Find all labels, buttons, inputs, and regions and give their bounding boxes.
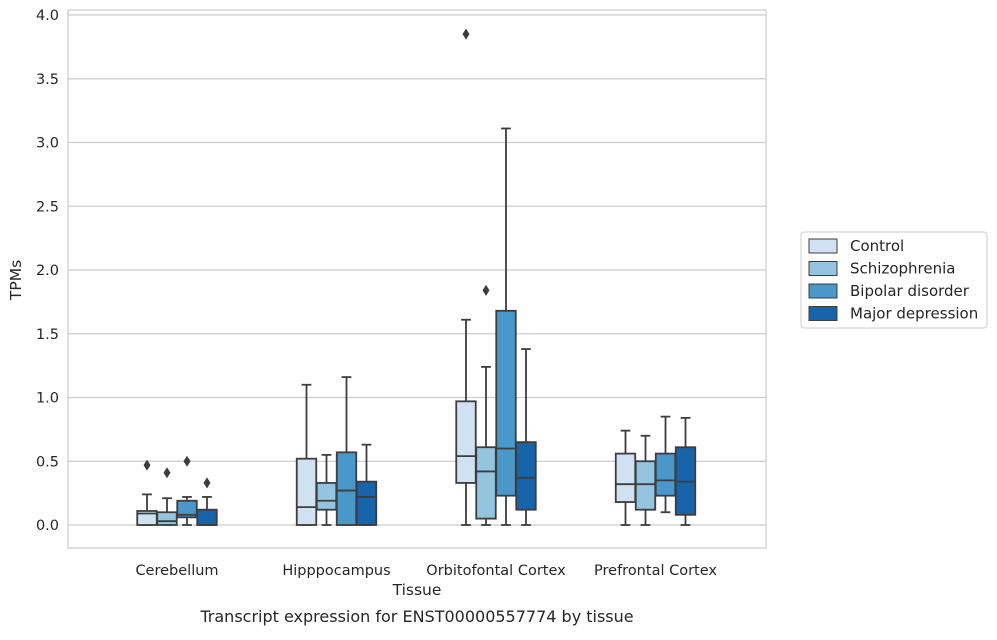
outlier-point [482, 284, 490, 296]
iqr-box [654, 452, 677, 497]
legend-swatch [808, 261, 838, 276]
plot-frame [67, 9, 767, 549]
iqr-box [515, 441, 537, 511]
box-group [654, 415, 677, 514]
outlier-point [163, 467, 171, 479]
iqr-box [335, 451, 358, 526]
iqr-box [614, 452, 637, 503]
legend-swatch [808, 238, 838, 254]
x-tick-label: Cerebellum [135, 563, 218, 579]
box-group [196, 477, 218, 526]
iqr-box [196, 508, 218, 526]
box-group [455, 28, 477, 526]
iqr-box [315, 482, 338, 511]
iqr-box [455, 400, 477, 484]
x-tick-label: Prefrontal Cortex [594, 563, 717, 579]
iqr-box [495, 309, 517, 497]
y-tick-label: 2.5 [36, 199, 59, 215]
y-tick-label: 3.0 [36, 136, 59, 152]
outlier-point [183, 455, 191, 467]
legend-swatch [808, 283, 838, 299]
iqr-box [355, 480, 378, 526]
y-tick-label: 3.5 [36, 72, 59, 88]
box-group [295, 383, 318, 526]
y-tick-label: 1.0 [36, 391, 59, 407]
y-tick-labels: 0.0 0.5 1.0 1.5 2.0 2.5 3.0 3.5 4.0 [36, 8, 59, 534]
boxes-layer [136, 28, 697, 526]
box-group [495, 127, 517, 526]
box-group [355, 443, 378, 526]
box-group [515, 348, 537, 526]
x-tick-label: Hipppocampus [282, 563, 390, 579]
box-group [176, 455, 198, 526]
iqr-box [634, 460, 657, 511]
legend: Control Schizophrenia Bipolar disorder Majo… [800, 231, 988, 329]
plot-area-background [68, 10, 766, 548]
iqr-box [156, 511, 178, 526]
y-axis-title: TPMs [7, 260, 25, 301]
box-group [614, 429, 637, 526]
outlier-point [143, 459, 151, 471]
box-group [136, 459, 158, 526]
chart-caption: Transcript expression for ENST0000055777… [199, 607, 633, 626]
iqr-box [295, 457, 318, 526]
y-tick-label: 2.0 [36, 263, 59, 279]
x-tick-label: Orbitofontal Cortex [426, 563, 566, 579]
x-axis-title: Tissue [392, 581, 442, 599]
box-group [156, 467, 178, 526]
legend-label: Control [850, 237, 904, 255]
y-tick-label: 0.0 [36, 518, 59, 534]
legend-label: Schizophrenia [850, 260, 955, 278]
y-tick-label: 0.5 [36, 454, 59, 470]
legend-label: Major depression [850, 305, 978, 323]
outlier-point [203, 477, 211, 489]
y-tick-label: 4.0 [36, 8, 59, 24]
x-tick-labels: Cerebellum Hipppocampus Orbitofontal Corte… [135, 563, 717, 579]
outlier-point [462, 28, 470, 40]
y-tick-label: 1.5 [36, 327, 59, 343]
box-group [674, 416, 697, 526]
legend-swatch [808, 306, 838, 321]
legend-frame [800, 231, 988, 329]
iqr-box [475, 446, 497, 520]
legend-label: Bipolar disorder [850, 282, 970, 300]
